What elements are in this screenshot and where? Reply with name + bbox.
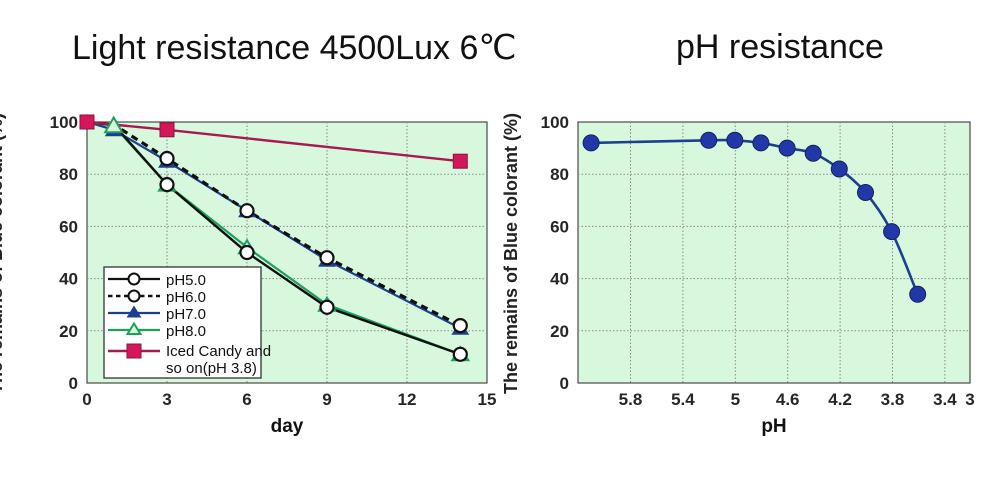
svg-text:4.2: 4.2 bbox=[828, 390, 852, 409]
svg-text:pH: pH bbox=[761, 416, 786, 437]
svg-text:20: 20 bbox=[550, 322, 569, 341]
svg-text:3.8: 3.8 bbox=[881, 390, 905, 409]
svg-text:3.4: 3.4 bbox=[933, 390, 957, 409]
svg-text:5.4: 5.4 bbox=[671, 390, 695, 409]
svg-text:5: 5 bbox=[731, 390, 740, 409]
svg-text:0: 0 bbox=[560, 374, 569, 393]
svg-text:80: 80 bbox=[550, 165, 569, 184]
svg-text:60: 60 bbox=[550, 217, 569, 236]
svg-text:3: 3 bbox=[965, 390, 974, 409]
svg-text:100: 100 bbox=[541, 113, 569, 132]
svg-text:5.8: 5.8 bbox=[619, 390, 643, 409]
svg-text:4.6: 4.6 bbox=[776, 390, 800, 409]
svg-text:40: 40 bbox=[550, 270, 569, 289]
